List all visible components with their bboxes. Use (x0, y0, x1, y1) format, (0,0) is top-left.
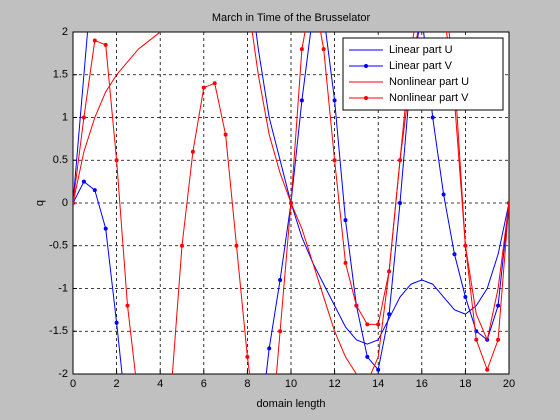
y-tick-label: 1 (62, 111, 68, 123)
point-marker (299, 98, 304, 103)
legend-label: Nonlinear part V (389, 92, 469, 104)
point-marker (343, 218, 348, 223)
point-marker (125, 303, 130, 308)
point-marker (365, 354, 370, 359)
point-marker (81, 115, 86, 120)
y-tick-label: -0.5 (49, 240, 68, 252)
x-tick-label: 0 (70, 378, 76, 390)
point-marker (507, 201, 509, 205)
point-marker (387, 269, 392, 274)
point-marker (73, 201, 75, 205)
x-axis-label: domain length (256, 398, 325, 410)
point-marker (212, 81, 217, 86)
point-marker (365, 322, 370, 327)
point-marker (430, 115, 435, 120)
point-marker (398, 158, 402, 163)
y-tick-label: 2 (62, 26, 68, 38)
point-marker (234, 243, 239, 248)
point-marker (180, 243, 184, 248)
point-marker (114, 320, 119, 325)
y-tick-label: -1 (58, 282, 68, 294)
point-marker (299, 47, 304, 52)
legend-label: Nonlinear part U (389, 76, 469, 88)
x-tick-label: 10 (285, 378, 297, 390)
point-marker (267, 346, 272, 351)
point-marker (103, 226, 108, 231)
point-marker (332, 158, 337, 163)
point-marker (92, 188, 97, 193)
legend-label: Linear part V (389, 60, 453, 72)
y-tick-label: 0.5 (53, 154, 68, 166)
point-marker (223, 132, 228, 137)
point-marker (463, 243, 468, 248)
point-marker (289, 201, 293, 205)
point-marker (343, 260, 348, 265)
point-marker (92, 38, 97, 43)
y-tick-label: -1.5 (49, 325, 68, 337)
point-marker (201, 85, 206, 90)
x-tick-label: 6 (201, 378, 207, 390)
point-marker (278, 329, 283, 334)
point-marker (474, 337, 479, 342)
y-tick-label: 1.5 (53, 69, 68, 81)
x-tick-label: 12 (328, 378, 340, 390)
point-marker (81, 179, 86, 184)
x-tick-label: 16 (416, 378, 428, 390)
point-marker (387, 312, 392, 317)
point-marker (103, 42, 108, 47)
legend-marker (364, 96, 368, 100)
point-marker (114, 158, 119, 163)
legend-marker (364, 64, 368, 68)
x-tick-label: 14 (372, 378, 384, 390)
x-tick-label: 18 (459, 378, 471, 390)
y-tick-label: -2 (58, 368, 68, 380)
series-layer (73, 32, 509, 374)
chart-title: March in Time of the Brusselator (212, 12, 371, 24)
x-tick-label: 2 (114, 378, 120, 390)
point-marker (398, 201, 402, 205)
legend-label: Linear part U (389, 44, 453, 56)
point-marker (354, 303, 359, 308)
point-marker (496, 303, 501, 308)
x-tick-label: 4 (157, 378, 163, 390)
y-tick-label: 0 (62, 197, 68, 209)
point-marker (190, 149, 195, 154)
point-marker (496, 337, 501, 342)
point-marker (452, 252, 457, 257)
y-axis-label: q (34, 200, 46, 206)
point-marker (278, 277, 283, 282)
point-marker (463, 295, 468, 300)
point-marker (485, 367, 490, 372)
point-marker (376, 367, 381, 372)
point-marker (245, 354, 250, 359)
x-tick-label: 20 (503, 378, 515, 390)
point-marker (441, 192, 446, 197)
point-marker (376, 322, 381, 327)
x-tick-label: 8 (244, 378, 250, 390)
point-marker (321, 47, 326, 52)
point-marker (332, 98, 337, 103)
